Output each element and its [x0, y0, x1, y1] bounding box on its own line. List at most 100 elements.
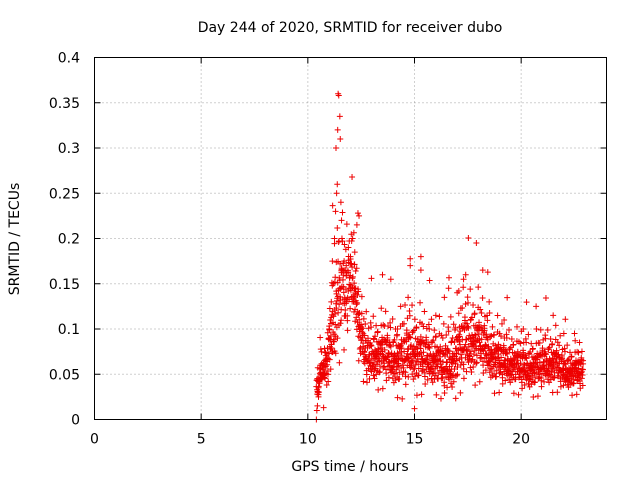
- data-point: [486, 298, 493, 305]
- data-point: [406, 333, 413, 340]
- data-point: [401, 356, 408, 363]
- data-point: [497, 333, 504, 340]
- data-point: [520, 326, 527, 332]
- data-point: [564, 342, 571, 349]
- data-point: [476, 378, 483, 385]
- data-point: [547, 336, 554, 343]
- data-point: [370, 313, 377, 320]
- data-point: [478, 354, 485, 361]
- data-point: [466, 332, 473, 339]
- data-point: [376, 369, 383, 376]
- data-point: [478, 309, 485, 316]
- data-point: [561, 348, 568, 355]
- data-point: [405, 294, 412, 301]
- data-point: [528, 340, 535, 347]
- data-point: [336, 301, 343, 308]
- data-point: [499, 374, 506, 381]
- data-point: [358, 310, 365, 317]
- data-point: [422, 356, 429, 363]
- data-point: [359, 325, 366, 332]
- data-point: [517, 360, 524, 367]
- data-point: [491, 331, 498, 338]
- data-point: [504, 350, 511, 357]
- data-point: [326, 326, 333, 333]
- data-point: [529, 372, 536, 379]
- data-point: [384, 354, 391, 361]
- data-point: [349, 235, 356, 242]
- data-point: [437, 343, 444, 350]
- data-point: [549, 365, 556, 372]
- data-point: [324, 371, 331, 378]
- data-point: [478, 336, 485, 343]
- data-point: [320, 366, 327, 373]
- x-tick-label: 15: [406, 432, 424, 448]
- data-point: [350, 229, 357, 236]
- data-point: [545, 372, 552, 379]
- data-point: [494, 312, 501, 319]
- data-point: [457, 362, 464, 369]
- data-point: [518, 379, 525, 386]
- data-point: [454, 363, 461, 370]
- data-point: [396, 369, 403, 376]
- data-point: [354, 210, 361, 217]
- data-point: [326, 305, 333, 312]
- data-point: [409, 302, 416, 309]
- data-point: [579, 382, 586, 389]
- data-point: [450, 321, 457, 328]
- data-point: [363, 371, 370, 378]
- data-point: [387, 369, 394, 376]
- data-point: [343, 262, 350, 269]
- data-point: [484, 317, 491, 324]
- data-point: [373, 361, 380, 368]
- data-point: [336, 113, 343, 120]
- data-point: [324, 361, 331, 368]
- data-point: [429, 379, 436, 386]
- data-point: [394, 363, 401, 370]
- data-point: [351, 249, 358, 256]
- data-point: [431, 327, 438, 334]
- data-point: [460, 284, 467, 291]
- data-point: [542, 335, 549, 342]
- data-point: [363, 308, 370, 315]
- y-tick-label: 0.3: [58, 141, 80, 157]
- data-point: [405, 373, 412, 380]
- data-point: [447, 313, 454, 320]
- data-point: [317, 362, 324, 369]
- data-point: [443, 331, 450, 338]
- data-point: [333, 190, 340, 197]
- data-point: [533, 326, 540, 333]
- data-point: [368, 368, 375, 375]
- data-point: [496, 389, 503, 396]
- data-point: [523, 339, 530, 346]
- data-point: [549, 341, 556, 347]
- data-point: [378, 305, 385, 312]
- data-point: [464, 347, 471, 354]
- data-point: [537, 326, 544, 333]
- data-point: [470, 301, 477, 308]
- data-point: [333, 305, 340, 312]
- data-point: [578, 348, 585, 355]
- data-point: [444, 384, 451, 391]
- data-point: [412, 361, 419, 368]
- data-point: [373, 322, 380, 329]
- data-point: [529, 345, 536, 352]
- data-point: [483, 331, 490, 338]
- data-point: [564, 357, 571, 364]
- data-point: [387, 324, 394, 331]
- data-point: [334, 335, 341, 342]
- data-point: [421, 373, 428, 380]
- data-point: [337, 135, 344, 142]
- data-point: [381, 346, 388, 353]
- data-point: [465, 343, 472, 350]
- data-point: [454, 371, 461, 378]
- data-point: [534, 356, 541, 363]
- data-point: [344, 327, 351, 334]
- data-point: [481, 327, 488, 334]
- data-point: [548, 368, 555, 375]
- data-point: [327, 366, 334, 373]
- data-point: [349, 273, 356, 280]
- data-point: [335, 92, 342, 99]
- data-point: [504, 294, 511, 301]
- data-point: [482, 342, 489, 349]
- data-point: [525, 372, 532, 379]
